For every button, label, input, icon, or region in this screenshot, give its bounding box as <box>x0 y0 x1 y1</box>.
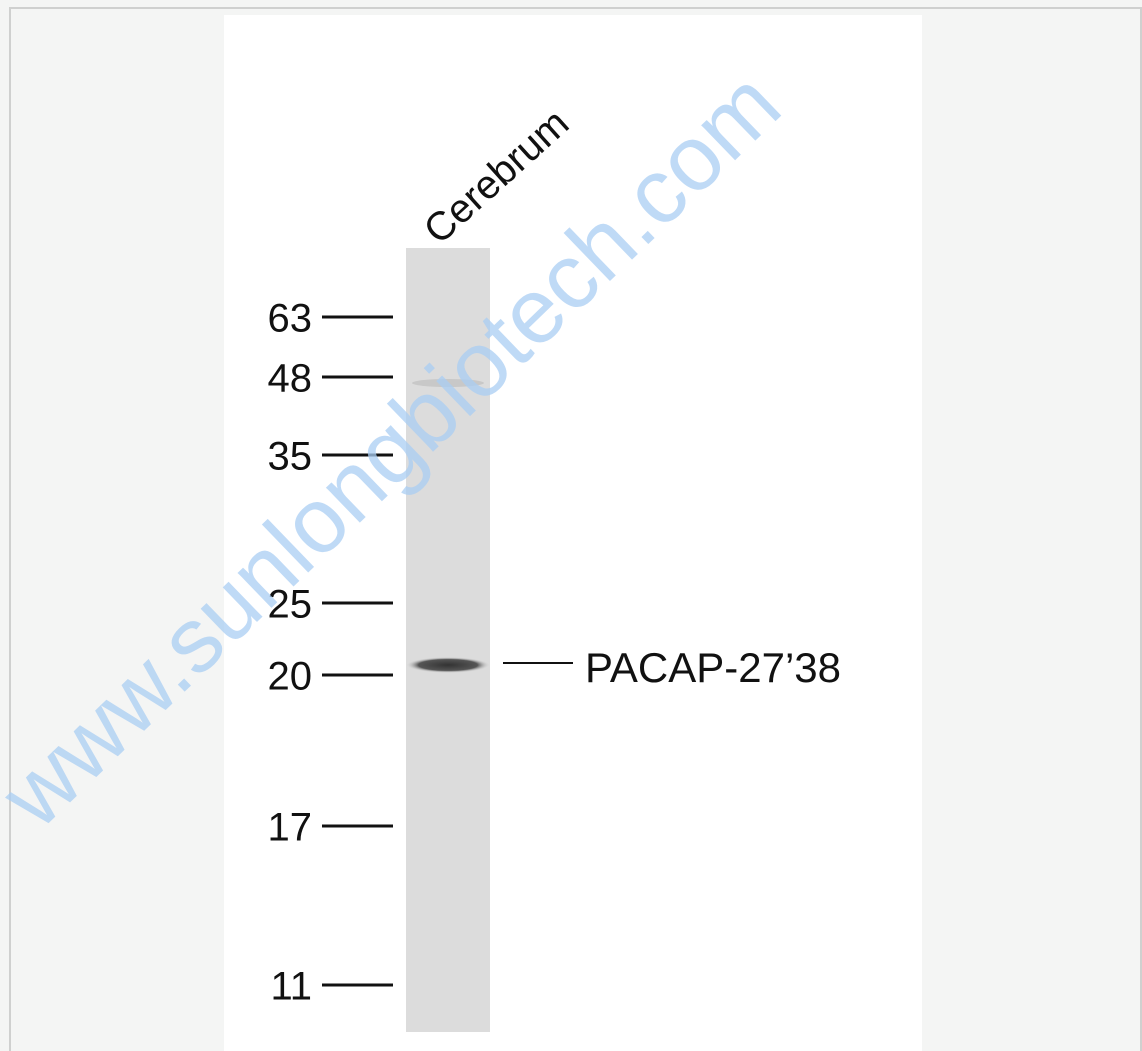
blot-figure: Cerebrum PACAP-27’38 63483525201711www.s… <box>0 0 1142 1051</box>
marker-label: 48 <box>268 357 313 401</box>
page: Cerebrum PACAP-27’38 63483525201711www.s… <box>0 0 1142 1051</box>
marker-label: 63 <box>268 297 313 341</box>
marker-label: 17 <box>268 806 313 850</box>
marker-label: 20 <box>268 655 313 699</box>
band-label: PACAP-27’38 <box>585 644 841 691</box>
marker-label: 11 <box>270 965 312 1009</box>
band <box>406 657 490 673</box>
